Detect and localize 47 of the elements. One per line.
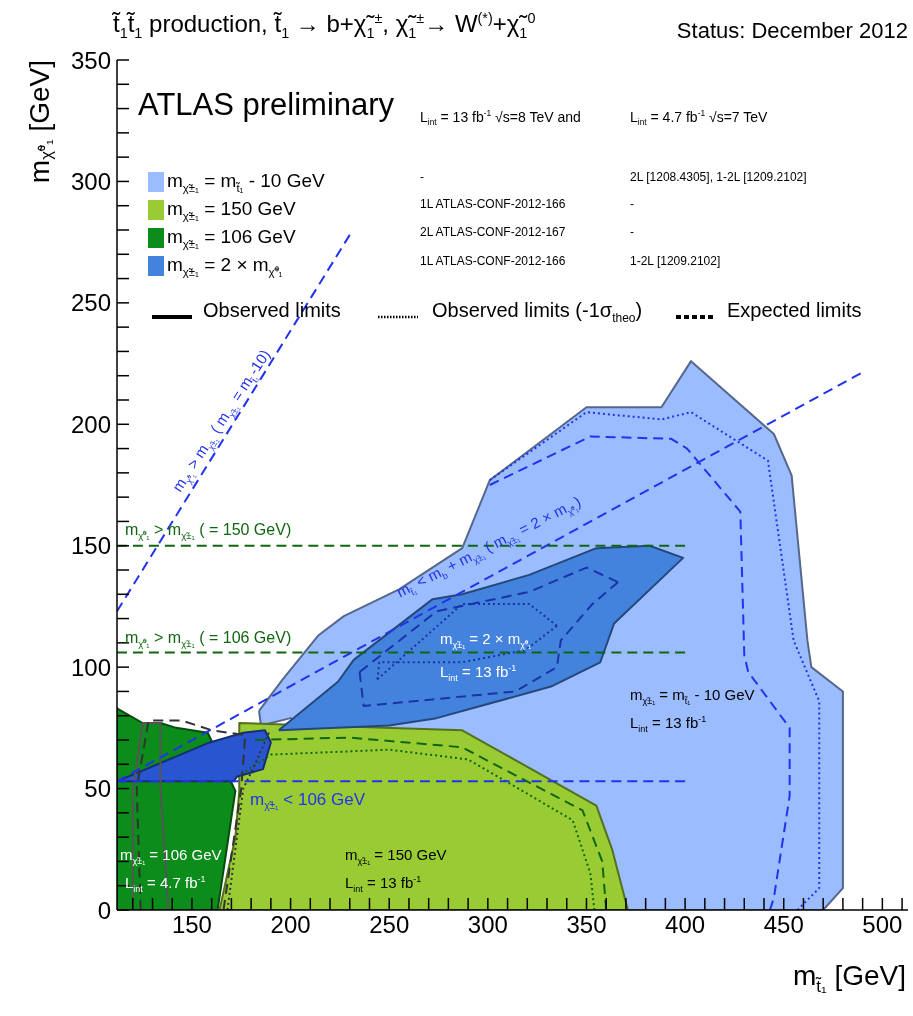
annotation: m$_{χ̃±₁}$ = 2 × m$_{χ̃⁰₁}$ <box>440 630 531 651</box>
y-tick-label: 50 <box>84 775 111 803</box>
y-tick-label: 150 <box>70 532 111 560</box>
y-tick-label: 250 <box>70 289 111 317</box>
annotation: ATLAS preliminary <box>138 86 395 124</box>
annotation: - <box>420 170 424 185</box>
x-tick-label: 450 <box>763 911 804 939</box>
x-tick-label: 350 <box>566 911 607 939</box>
x-tick-label: 300 <box>467 911 508 939</box>
annotation: m$_{χ̃⁰₁}$ > m$_{χ̃±₁}$ ( = 150 GeV) <box>125 520 292 542</box>
annotation: 2L [1208.4305], 1-2L [1209.2102] <box>630 170 807 185</box>
y-tick-label: 350 <box>70 46 111 74</box>
x-tick-label: 150 <box>171 911 212 939</box>
annotation: L$_{int}$ = 13 fb$^{-1}$ <box>440 663 517 684</box>
x-tick-label: 200 <box>270 911 311 939</box>
annotation: Observed limits (-1σ$_{theo}$) <box>432 298 643 326</box>
annotation: - <box>630 197 634 212</box>
chart-subtitle: Status: December 2012 <box>676 18 908 44</box>
annotation: m$_{χ̃±₁}$ = m$_{t̃₁}$ - 10 GeV <box>630 686 755 707</box>
annotation: m$_{χ̃±₁}$ = 150 GeV <box>345 846 447 867</box>
annotation: L$_{int}$ = 4.7 fb$^{-1}$ <box>125 874 206 895</box>
annotation: 2L ATLAS-CONF-2012-167 <box>420 225 566 240</box>
annotation: 1L ATLAS-CONF-2012-166 <box>420 197 566 212</box>
annotation: m$_{χ̃⁰₁}$ > m$_{χ̃±₁}$ ( = 106 GeV) <box>125 628 292 650</box>
legend-label: m$_{χ̃±₁}$ = 2 × m$_{χ̃⁰₁}$ <box>167 253 283 279</box>
x-tick-label: 400 <box>665 911 706 939</box>
annotation: Expected limits <box>727 298 862 322</box>
legend-label: m$_{χ̃±₁}$ = 150 GeV <box>167 198 296 222</box>
y-tick-label: 200 <box>70 410 111 438</box>
x-tick-label: 500 <box>862 911 903 939</box>
annotation: L$_{int}$ = 13 fb$^{-1}$ <box>345 874 422 895</box>
legend-label: m$_{χ̃±₁}$ = m$_{t̃₁}$ - 10 GeV <box>167 170 325 194</box>
annotation: 1-2L [1209.2102] <box>630 254 721 269</box>
annotation: L$_{int}$ = 4.7 fb$^{-1}$ √s=7 TeV <box>630 108 768 128</box>
annotation: m$_{χ̃±₁}$ < 106 GeV <box>250 790 366 813</box>
annotation: 1L ATLAS-CONF-2012-166 <box>420 254 566 269</box>
annotation: L$_{int}$ = 13 fb$^{-1}$ √s=8 TeV and <box>420 108 581 128</box>
x-tick-label: 250 <box>369 911 410 939</box>
annotation: Observed limits <box>203 298 341 322</box>
annotation: L$_{int}$ = 13 fb$^{-1}$ <box>630 714 707 735</box>
y-tick-label: 300 <box>70 167 111 195</box>
y-tick-label: 0 <box>97 896 111 924</box>
annotation: - <box>630 225 634 240</box>
y-tick-label: 100 <box>70 653 111 681</box>
legend-label: m$_{χ̃±₁}$ = 106 GeV <box>167 226 296 250</box>
annotation: m$_{χ̃±₁}$ = 106 GeV <box>120 846 222 867</box>
x-axis-title: m$_{t̃₁}$ [GeV] <box>792 960 906 997</box>
